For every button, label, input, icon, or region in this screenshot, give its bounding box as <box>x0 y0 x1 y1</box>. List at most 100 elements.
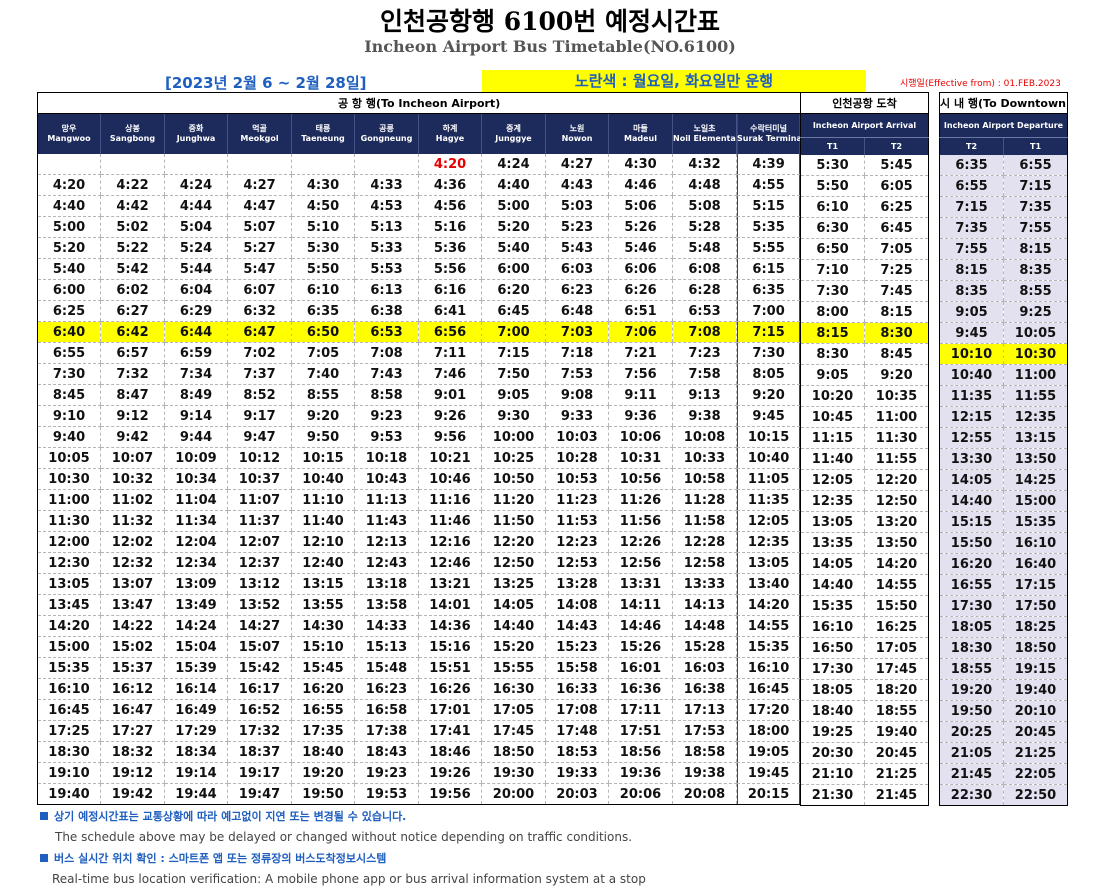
time-cell: 19:10 <box>37 762 101 784</box>
time-cell: 10:56 <box>608 468 673 490</box>
time-cell: 4:48 <box>672 174 737 196</box>
time-cell: 16:20 <box>291 678 355 700</box>
time-cell: 17:53 <box>672 720 737 742</box>
time-cell: 17:25 <box>37 720 101 742</box>
table-row: 17:30 17:50 <box>939 595 1068 617</box>
departure-time-cell: 6:55 <box>1003 155 1068 176</box>
time-cell: 17:51 <box>608 720 673 742</box>
time-cell: 12:35 <box>735 531 801 553</box>
time-cell: 5:00 <box>481 195 546 217</box>
stop-name-en: Junghwa <box>176 134 216 143</box>
time-cell: 6:16 <box>418 279 482 301</box>
time-cell: 8:49 <box>164 384 228 406</box>
departure-time-cell: 17:50 <box>1003 595 1068 617</box>
time-cell: 15:35 <box>735 636 801 658</box>
arrival-table: 인천공항 도착 Incheon Airport Arrival T1 T2 5:3… <box>800 92 929 806</box>
time-cell: 13:40 <box>735 573 801 595</box>
time-cell: 12:37 <box>227 552 292 574</box>
time-cell: 5:08 <box>672 195 737 217</box>
stop-name-en: Gongneung <box>360 134 413 143</box>
stop-header-hagye: 하계 Hagye <box>418 113 482 154</box>
table-row: 21:05 21:25 <box>939 742 1068 764</box>
time-cell: 16:14 <box>164 678 228 700</box>
time-cell: 17:35 <box>291 720 355 742</box>
stop-name-en: Noil Elementary School <box>673 134 737 143</box>
time-cell: 16:52 <box>227 699 292 721</box>
time-cell <box>227 154 292 175</box>
table-row: 5:50 6:05 <box>800 175 929 197</box>
time-cell: 12:53 <box>545 552 609 574</box>
time-cell: 13:52 <box>227 594 292 616</box>
time-cell: 12:16 <box>418 531 482 553</box>
stop-header-nowon: 노원 Nowon <box>545 113 609 154</box>
table-row: 9:10 9:12 9:14 9:17 9:20 9:23 9:26 9:30 9:33 9:36… <box>37 405 801 427</box>
departure-time-cell: 17:30 <box>939 595 1004 617</box>
arrival-time-cell: 12:35 <box>800 490 865 512</box>
time-cell: 11:56 <box>608 510 673 532</box>
time-cell: 12:05 <box>735 510 801 532</box>
arrival-time-cell: 7:05 <box>864 238 929 260</box>
arrival-time-cell: 21:45 <box>864 784 929 806</box>
time-cell: 11:37 <box>227 510 292 532</box>
table-row: 6:00 6:02 6:04 6:07 6:10 6:13 6:16 6:20 6:23 6:26… <box>37 279 801 301</box>
departure-time-cell: 16:20 <box>939 553 1004 575</box>
time-cell: 6:51 <box>608 300 673 322</box>
arrival-time-cell: 6:05 <box>864 175 929 197</box>
table-row: 12:55 13:15 <box>939 427 1068 449</box>
time-cell: 12:10 <box>291 531 355 553</box>
departure-time-cell: 7:55 <box>1003 217 1068 239</box>
time-cell: 5:23 <box>545 216 609 238</box>
departure-time-cell: 19:20 <box>939 679 1004 701</box>
time-cell: 6:47 <box>227 321 292 343</box>
time-cell: 9:33 <box>545 405 609 427</box>
arrival-time-cell: 7:10 <box>800 259 865 281</box>
time-cell: 7:18 <box>545 342 609 364</box>
time-cell: 6:53 <box>672 300 737 322</box>
stop-header-madeul: 마들 Madeul <box>608 113 673 154</box>
time-cell: 17:27 <box>100 720 165 742</box>
effective-date: 시행일(Effective from) : 01.FEB.2023 <box>900 79 1061 89</box>
arrival-time-cell: 21:10 <box>800 763 865 785</box>
stop-name-ko: 노일초 <box>693 124 716 133</box>
time-cell: 14:40 <box>481 615 546 637</box>
time-cell: 11:35 <box>735 489 801 511</box>
time-cell: 7:08 <box>672 321 737 343</box>
stop-name-en: Meokgol <box>240 134 279 143</box>
departure-time-cell: 21:45 <box>939 763 1004 785</box>
table-row: 11:15 11:30 <box>800 427 929 449</box>
table-row: 15:35 15:50 <box>800 595 929 617</box>
time-cell: 12:50 <box>481 552 546 574</box>
arrival-time-cell: 8:15 <box>864 301 929 323</box>
arrival-time-cell: 16:10 <box>800 616 865 638</box>
time-cell: 13:31 <box>608 573 673 595</box>
time-cell: 9:05 <box>481 384 546 406</box>
arrival-time-cell: 6:25 <box>864 196 929 218</box>
arrival-time-cell: 21:25 <box>864 763 929 785</box>
time-cell: 6:35 <box>735 279 801 301</box>
time-cell: 12:07 <box>227 531 292 553</box>
departure-time-cell: 6:55 <box>939 175 1004 197</box>
time-cell: 10:46 <box>418 468 482 490</box>
departure-time-cell: 9:05 <box>939 301 1004 323</box>
table-row: 7:30 7:45 <box>800 280 929 302</box>
time-cell: 6:10 <box>291 279 355 301</box>
time-cell: 12:40 <box>291 552 355 574</box>
time-cell: 5:00 <box>37 216 101 238</box>
footnote-realtime-en: Real-time bus location verification: A m… <box>52 872 646 886</box>
time-cell: 14:48 <box>672 615 737 637</box>
time-cell: 8:52 <box>227 384 292 406</box>
time-cell: 9:42 <box>100 426 165 448</box>
departure-time-cell: 7:15 <box>1003 175 1068 197</box>
table-row: 21:45 22:05 <box>939 763 1068 785</box>
table-row: 12:05 12:20 <box>800 469 929 491</box>
departure-time-cell: 20:10 <box>1003 700 1068 722</box>
time-cell: 5:40 <box>37 258 101 280</box>
time-cell: 18:50 <box>481 741 546 763</box>
departure-time-cell: 14:40 <box>939 490 1004 512</box>
stop-header-junggye: 중계 Junggye <box>481 113 546 154</box>
time-cell: 6:59 <box>164 342 228 364</box>
table-row: 15:00 15:02 15:04 15:07 15:10 15:13 15:16 15:20… <box>37 636 801 658</box>
time-cell: 14:33 <box>354 615 419 637</box>
arrival-time-cell: 8:30 <box>864 322 929 344</box>
time-cell: 7:02 <box>227 342 292 364</box>
